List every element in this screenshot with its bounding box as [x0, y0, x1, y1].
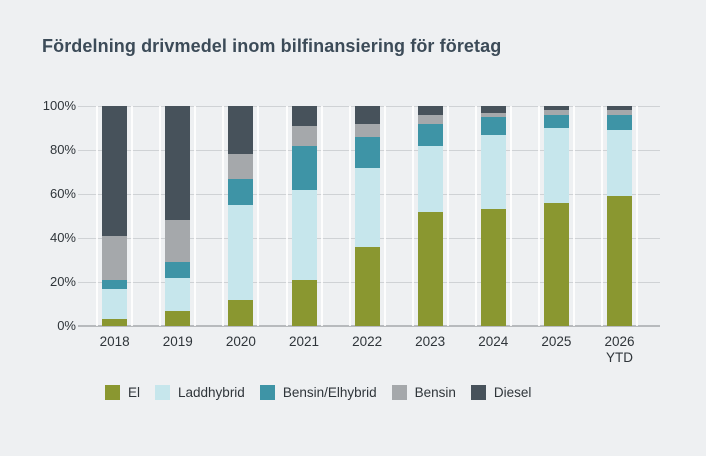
bar-segment-laddhybrid-2018 [102, 288, 128, 320]
legend-swatch [470, 385, 486, 400]
x-axis-label-2023: 2023 [415, 334, 446, 349]
legend-swatch [155, 385, 171, 400]
legend-label: Bensin/Elhybrid [282, 385, 377, 400]
bar-segment-bensin-2020 [228, 154, 254, 179]
vertical-gridline [222, 106, 225, 326]
bar-segment-bensin-elhybrid-2026 [607, 114, 632, 131]
bar-segment-laddhybrid-2019 [165, 277, 191, 311]
bar-segment-diesel-2025 [543, 106, 569, 111]
bar-segment-diesel-2021 [291, 106, 317, 126]
vertical-gridline [320, 106, 323, 326]
bar-segment-bensin-2022 [354, 123, 380, 137]
bar-segment-bensin-elhybrid-2021 [291, 145, 317, 190]
vertical-gridline [257, 106, 260, 326]
bar-segment-el-2020 [228, 299, 254, 326]
bar-segment-el-2025 [543, 202, 569, 326]
bar-segment-el-2021 [291, 279, 317, 326]
legend-item-el: El [105, 385, 140, 400]
bar-segment-bensin-elhybrid-2024 [480, 117, 506, 135]
page-title: Fördelning drivmedel inom bilfinansierin… [42, 36, 502, 56]
legend-label: Diesel [493, 385, 532, 400]
bar-segment-bensin-2021 [291, 125, 317, 146]
y-axis-tick: 60% [49, 186, 76, 201]
vertical-gridline [411, 106, 414, 326]
x-axis-label-2024: 2024 [478, 334, 509, 349]
bar-segment-bensin-2026 [607, 110, 632, 115]
x-axis-label-2022: 2022 [352, 334, 383, 349]
y-axis-tick: 0% [57, 318, 76, 333]
bar-segment-bensin-2019 [165, 220, 191, 263]
vertical-gridline [537, 106, 540, 326]
y-axis-tick: 20% [49, 274, 76, 289]
bar-segment-bensin-2025 [543, 110, 569, 115]
bar-segment-diesel-2019 [165, 106, 191, 221]
legend-swatch [259, 385, 275, 400]
vertical-gridline [446, 106, 449, 326]
x-axis-label-2018: 2018 [99, 334, 130, 349]
bar-segment-laddhybrid-2025 [543, 128, 569, 203]
bar-segment-bensin-elhybrid-2020 [228, 178, 254, 205]
y-axis-tick: 40% [49, 230, 76, 245]
legend-label: El [128, 385, 141, 400]
bar-segment-el-2026 [607, 196, 632, 326]
legend-swatch [105, 385, 120, 400]
bar-segment-bensin-elhybrid-2019 [165, 262, 191, 278]
bar-segment-el-2018 [102, 319, 128, 326]
bar-segment-laddhybrid-2024 [480, 134, 506, 210]
legend-item-bensin-elhybrid: Bensin/Elhybrid [259, 385, 377, 400]
x-axis-line [78, 325, 660, 327]
x-axis-label-2021: 2021 [288, 334, 320, 349]
x-axis-label-2019: 2019 [162, 334, 193, 349]
vertical-gridline [474, 106, 477, 326]
vertical-gridline [131, 106, 134, 326]
bar-segment-diesel-2020 [228, 106, 254, 155]
legend-item-laddhybrid: Laddhybrid [155, 385, 245, 400]
vertical-gridline [159, 106, 162, 326]
x-axis-label-2020: 2020 [225, 334, 256, 349]
bar-segment-laddhybrid-2020 [228, 205, 254, 300]
bar-segment-bensin-elhybrid-2025 [543, 114, 569, 128]
legend-label: Laddhybrid [178, 385, 245, 400]
x-axis-label-2026: 2026 YTD [604, 334, 635, 365]
vertical-gridline [572, 106, 575, 326]
chart-legend: El Laddhybrid Bensin/Elhybrid Bensin Diesel [105, 385, 531, 400]
legend-item-bensin: Bensin [391, 385, 456, 400]
vertical-gridline [96, 106, 99, 326]
bar-segment-el-2019 [165, 310, 191, 326]
legend-label: Bensin [414, 385, 456, 400]
bar-segment-bensin-elhybrid-2023 [417, 123, 443, 146]
bar-segment-el-2022 [354, 246, 380, 326]
legend-item-diesel: Diesel [470, 385, 532, 400]
bar-segment-bensin-elhybrid-2018 [102, 279, 128, 289]
bar-segment-diesel-2023 [417, 106, 443, 115]
vertical-gridline [383, 106, 386, 326]
vertical-gridline [601, 106, 603, 326]
vertical-gridline [636, 106, 638, 326]
x-axis-label-2025: 2025 [541, 334, 572, 349]
bar-segment-laddhybrid-2021 [291, 189, 317, 280]
bar-segment-diesel-2022 [354, 106, 380, 124]
bar-segment-laddhybrid-2023 [417, 145, 443, 212]
bar-segment-laddhybrid-2026 [607, 130, 632, 197]
bar-segment-bensin-elhybrid-2022 [354, 136, 380, 168]
legend-swatch [391, 385, 407, 400]
bar-segment-laddhybrid-2022 [354, 167, 380, 247]
vertical-gridline [194, 106, 197, 326]
bar-segment-diesel-2018 [102, 106, 128, 236]
bar-segment-diesel-2024 [480, 106, 506, 113]
bar-segment-el-2023 [417, 211, 443, 326]
y-axis-tick: 100% [42, 98, 76, 113]
vertical-gridline [285, 106, 288, 326]
bar-segment-el-2024 [480, 209, 506, 326]
y-axis-tick: 80% [49, 142, 76, 157]
vertical-gridline [509, 106, 512, 326]
bar-segment-bensin-2023 [417, 114, 443, 124]
bar-segment-diesel-2026 [607, 106, 632, 111]
vertical-gridline [348, 106, 351, 326]
bar-segment-bensin-2018 [102, 235, 128, 280]
bar-segment-bensin-2024 [480, 112, 506, 117]
